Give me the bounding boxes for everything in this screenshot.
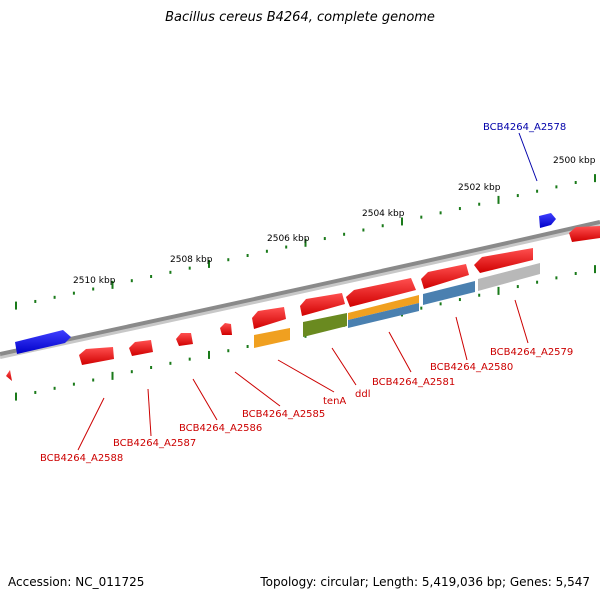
connector-a2580 — [455, 316, 468, 361]
label-a2587[interactable]: BCB4264_A2587 — [113, 438, 196, 449]
label-ddl[interactable]: ddl — [355, 389, 370, 400]
cog-bar-a2579 — [478, 263, 540, 291]
label-tena[interactable]: tenA — [323, 396, 346, 407]
gene-a2581-arrow[interactable] — [346, 278, 416, 307]
gene-a2588-arrow[interactable] — [79, 347, 114, 365]
cog-bars — [254, 263, 540, 348]
reverse-genes-upper — [6, 226, 600, 381]
label-a2580[interactable]: BCB4264_A2580 — [430, 362, 513, 373]
gene-a2580-arrow[interactable] — [421, 264, 469, 289]
gene-a2586-arrow[interactable] — [176, 333, 193, 346]
scale-label-2506: 2506 kbp — [267, 234, 310, 244]
scale-label-2510: 2510 kbp — [73, 276, 116, 286]
label-a2579[interactable]: BCB4264_A2579 — [490, 347, 573, 358]
cog-bar-a2581-steel — [348, 303, 419, 328]
gene-forward-arrow-left[interactable] — [15, 330, 71, 354]
gene-a2587-arrow[interactable] — [129, 340, 153, 356]
gene-a2585-arrow[interactable] — [220, 323, 232, 335]
scale-label-2504: 2504 kbp — [362, 209, 405, 219]
label-a2588[interactable]: BCB4264_A2588 — [40, 453, 123, 464]
gene-a2578-arrow[interactable] — [539, 213, 556, 228]
accession-text: Accession: NC_011725 — [8, 575, 145, 589]
connector-ddl — [331, 347, 357, 386]
connector-a2587 — [147, 388, 152, 437]
cog-bar-a2580 — [423, 281, 475, 305]
scale-label-2508: 2508 kbp — [170, 255, 213, 265]
cog-bar-ddl — [303, 313, 347, 337]
genome-backbone-shadow — [0, 223, 600, 359]
scale-label-2500: 2500 kbp — [553, 156, 596, 166]
label-connectors — [77, 132, 538, 451]
label-a2578[interactable]: BCB4264_A2578 — [483, 122, 566, 133]
label-a2581[interactable]: BCB4264_A2581 — [372, 377, 455, 388]
connector-a2581 — [388, 331, 412, 373]
scale-ticks-inner — [15, 265, 596, 401]
connector-a2586 — [192, 378, 218, 421]
connector-a2585 — [234, 371, 281, 407]
forward-genes — [15, 213, 556, 354]
connector-tena — [277, 359, 335, 393]
gene-a2579-arrow[interactable] — [474, 248, 533, 273]
gene-ddl-arrow[interactable] — [300, 293, 345, 316]
gene-small-red-left[interactable] — [6, 370, 12, 381]
cog-bar-a2581-orange — [348, 295, 419, 320]
connector-a2579 — [514, 299, 529, 344]
gene-tena-arrow[interactable] — [252, 307, 286, 329]
map-title: Bacillus cereus B4264, complete genome — [165, 10, 435, 25]
scale-label-2502: 2502 kbp — [458, 183, 501, 193]
gene-red-right-upper[interactable] — [569, 226, 600, 242]
topology-text: Topology: circular; Length: 5,419,036 bp… — [260, 575, 590, 589]
connector-a2578 — [518, 132, 538, 182]
label-a2586[interactable]: BCB4264_A2586 — [179, 423, 262, 434]
genome-backbone — [0, 220, 600, 356]
connector-a2588 — [77, 397, 105, 451]
cog-bar-tena — [254, 328, 290, 348]
label-a2585[interactable]: BCB4264_A2585 — [242, 409, 325, 420]
scale-ticks-outer — [15, 174, 596, 310]
